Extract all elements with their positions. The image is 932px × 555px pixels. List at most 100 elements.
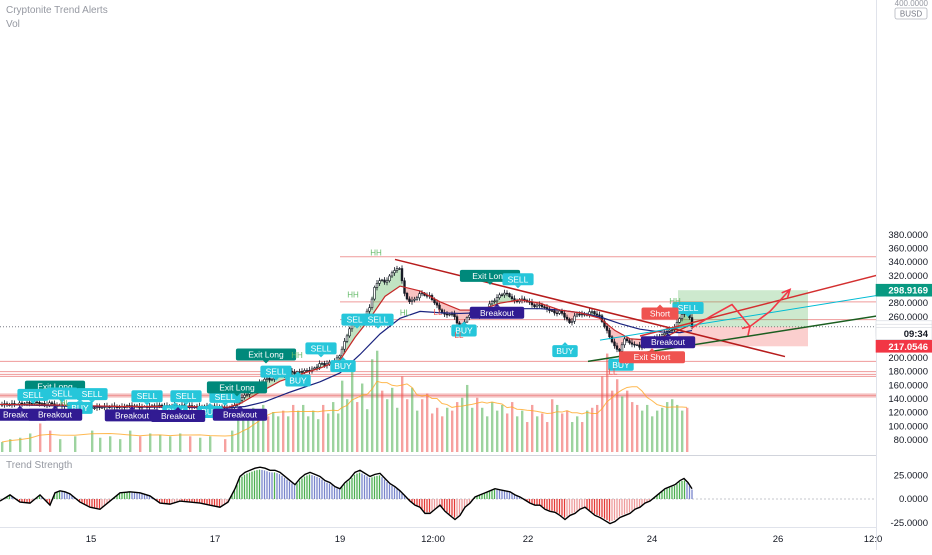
volume-bar — [386, 399, 388, 452]
candle — [411, 300, 413, 301]
label-text: SELL — [215, 392, 236, 402]
volume-bar — [277, 416, 279, 452]
indicator-title: Cryptonite Trend Alerts — [6, 4, 108, 18]
label-text: SELL — [176, 391, 197, 401]
volume-bar — [501, 405, 503, 452]
candle — [454, 314, 456, 317]
candle — [389, 276, 391, 281]
label-text: SELL — [82, 389, 103, 399]
price-tick: 120.0000 — [888, 408, 928, 419]
candle — [399, 269, 401, 270]
volume-bar — [159, 435, 161, 452]
volume-bar — [456, 402, 458, 452]
volume-bar — [406, 399, 408, 452]
volume-bar — [506, 413, 508, 452]
volume-bar — [651, 416, 653, 452]
volume-bar — [486, 416, 488, 452]
label-text: SELL — [266, 367, 287, 377]
volume-bar — [496, 411, 498, 452]
pivot-label: HL — [60, 399, 71, 408]
volume-bar — [661, 408, 663, 452]
volume-bar — [431, 413, 433, 452]
label-text: BUY — [556, 346, 574, 356]
candle — [536, 305, 538, 307]
price-tick: 200.0000 — [888, 353, 928, 364]
candle — [21, 403, 23, 404]
volume-bar — [586, 411, 588, 452]
price-tick: 380.0000 — [888, 230, 928, 241]
candle — [36, 402, 38, 403]
volume-bar — [621, 396, 623, 452]
candle — [616, 346, 618, 350]
pivot-label: LL — [455, 331, 464, 340]
candle — [406, 293, 408, 299]
volume-bar — [1, 442, 3, 452]
candle — [594, 312, 596, 314]
time-tick: 12:00 — [421, 534, 445, 545]
volume-bar — [611, 391, 613, 452]
candle — [591, 312, 593, 313]
volume-bar — [666, 402, 668, 452]
candle — [619, 349, 621, 351]
label-text: Exit Long — [219, 382, 255, 392]
candle — [534, 305, 536, 307]
time-tick: 15 — [86, 534, 97, 545]
candle — [609, 330, 611, 336]
candle — [491, 301, 493, 304]
candle — [494, 301, 496, 302]
volume-bar — [581, 422, 583, 452]
candle — [576, 314, 578, 316]
pivot-label: LL — [609, 367, 618, 376]
label-text: Breakout — [38, 410, 73, 420]
volume-bar — [631, 402, 633, 452]
volume-bar — [641, 411, 643, 452]
candle — [451, 314, 453, 315]
candle — [299, 372, 301, 373]
countdown-price-text: 09:34 — [904, 329, 929, 340]
pivot-label: HH — [291, 351, 303, 360]
time-tick: 24 — [647, 534, 658, 545]
volume-bar — [396, 408, 398, 452]
volume-bar — [551, 399, 553, 452]
volume-bar — [511, 402, 513, 452]
candle — [386, 281, 388, 282]
candle — [374, 287, 376, 299]
volume-bar — [416, 411, 418, 452]
volume-bar — [247, 416, 249, 452]
candle — [294, 372, 296, 373]
volume-bar — [74, 436, 76, 452]
chart-header: Cryptonite Trend Alerts Vol — [6, 4, 108, 32]
volume-bar — [169, 436, 171, 452]
volume-bar — [139, 436, 141, 452]
volume-bar — [149, 433, 151, 452]
label-text: Breakout — [161, 411, 196, 421]
candle — [511, 297, 513, 299]
candle — [159, 405, 161, 406]
volume-bar — [526, 422, 528, 452]
price-tick: 80.0000 — [894, 435, 928, 446]
volume-bar — [109, 436, 111, 452]
stop-price-text: 217.0546 — [888, 342, 928, 353]
label-text: SELL — [23, 390, 44, 400]
candle — [569, 319, 571, 322]
volume-bar — [541, 413, 543, 452]
candle — [671, 330, 673, 331]
volume-bar — [471, 408, 473, 452]
candle — [621, 345, 623, 351]
time-tick: 19 — [335, 534, 346, 545]
price-tick: 340.0000 — [888, 257, 928, 268]
pivot-label: HH — [347, 291, 359, 300]
candle — [241, 397, 243, 400]
volume-bar — [322, 405, 324, 452]
label-text: Breakout — [480, 308, 515, 318]
volume-bar — [646, 405, 648, 452]
candle — [421, 293, 423, 294]
volume-bar — [179, 433, 181, 452]
indicator-tick: 25.0000 — [894, 470, 928, 481]
candle — [496, 298, 498, 301]
volume-bar — [327, 413, 329, 452]
candle — [396, 269, 398, 271]
candle — [564, 313, 566, 317]
